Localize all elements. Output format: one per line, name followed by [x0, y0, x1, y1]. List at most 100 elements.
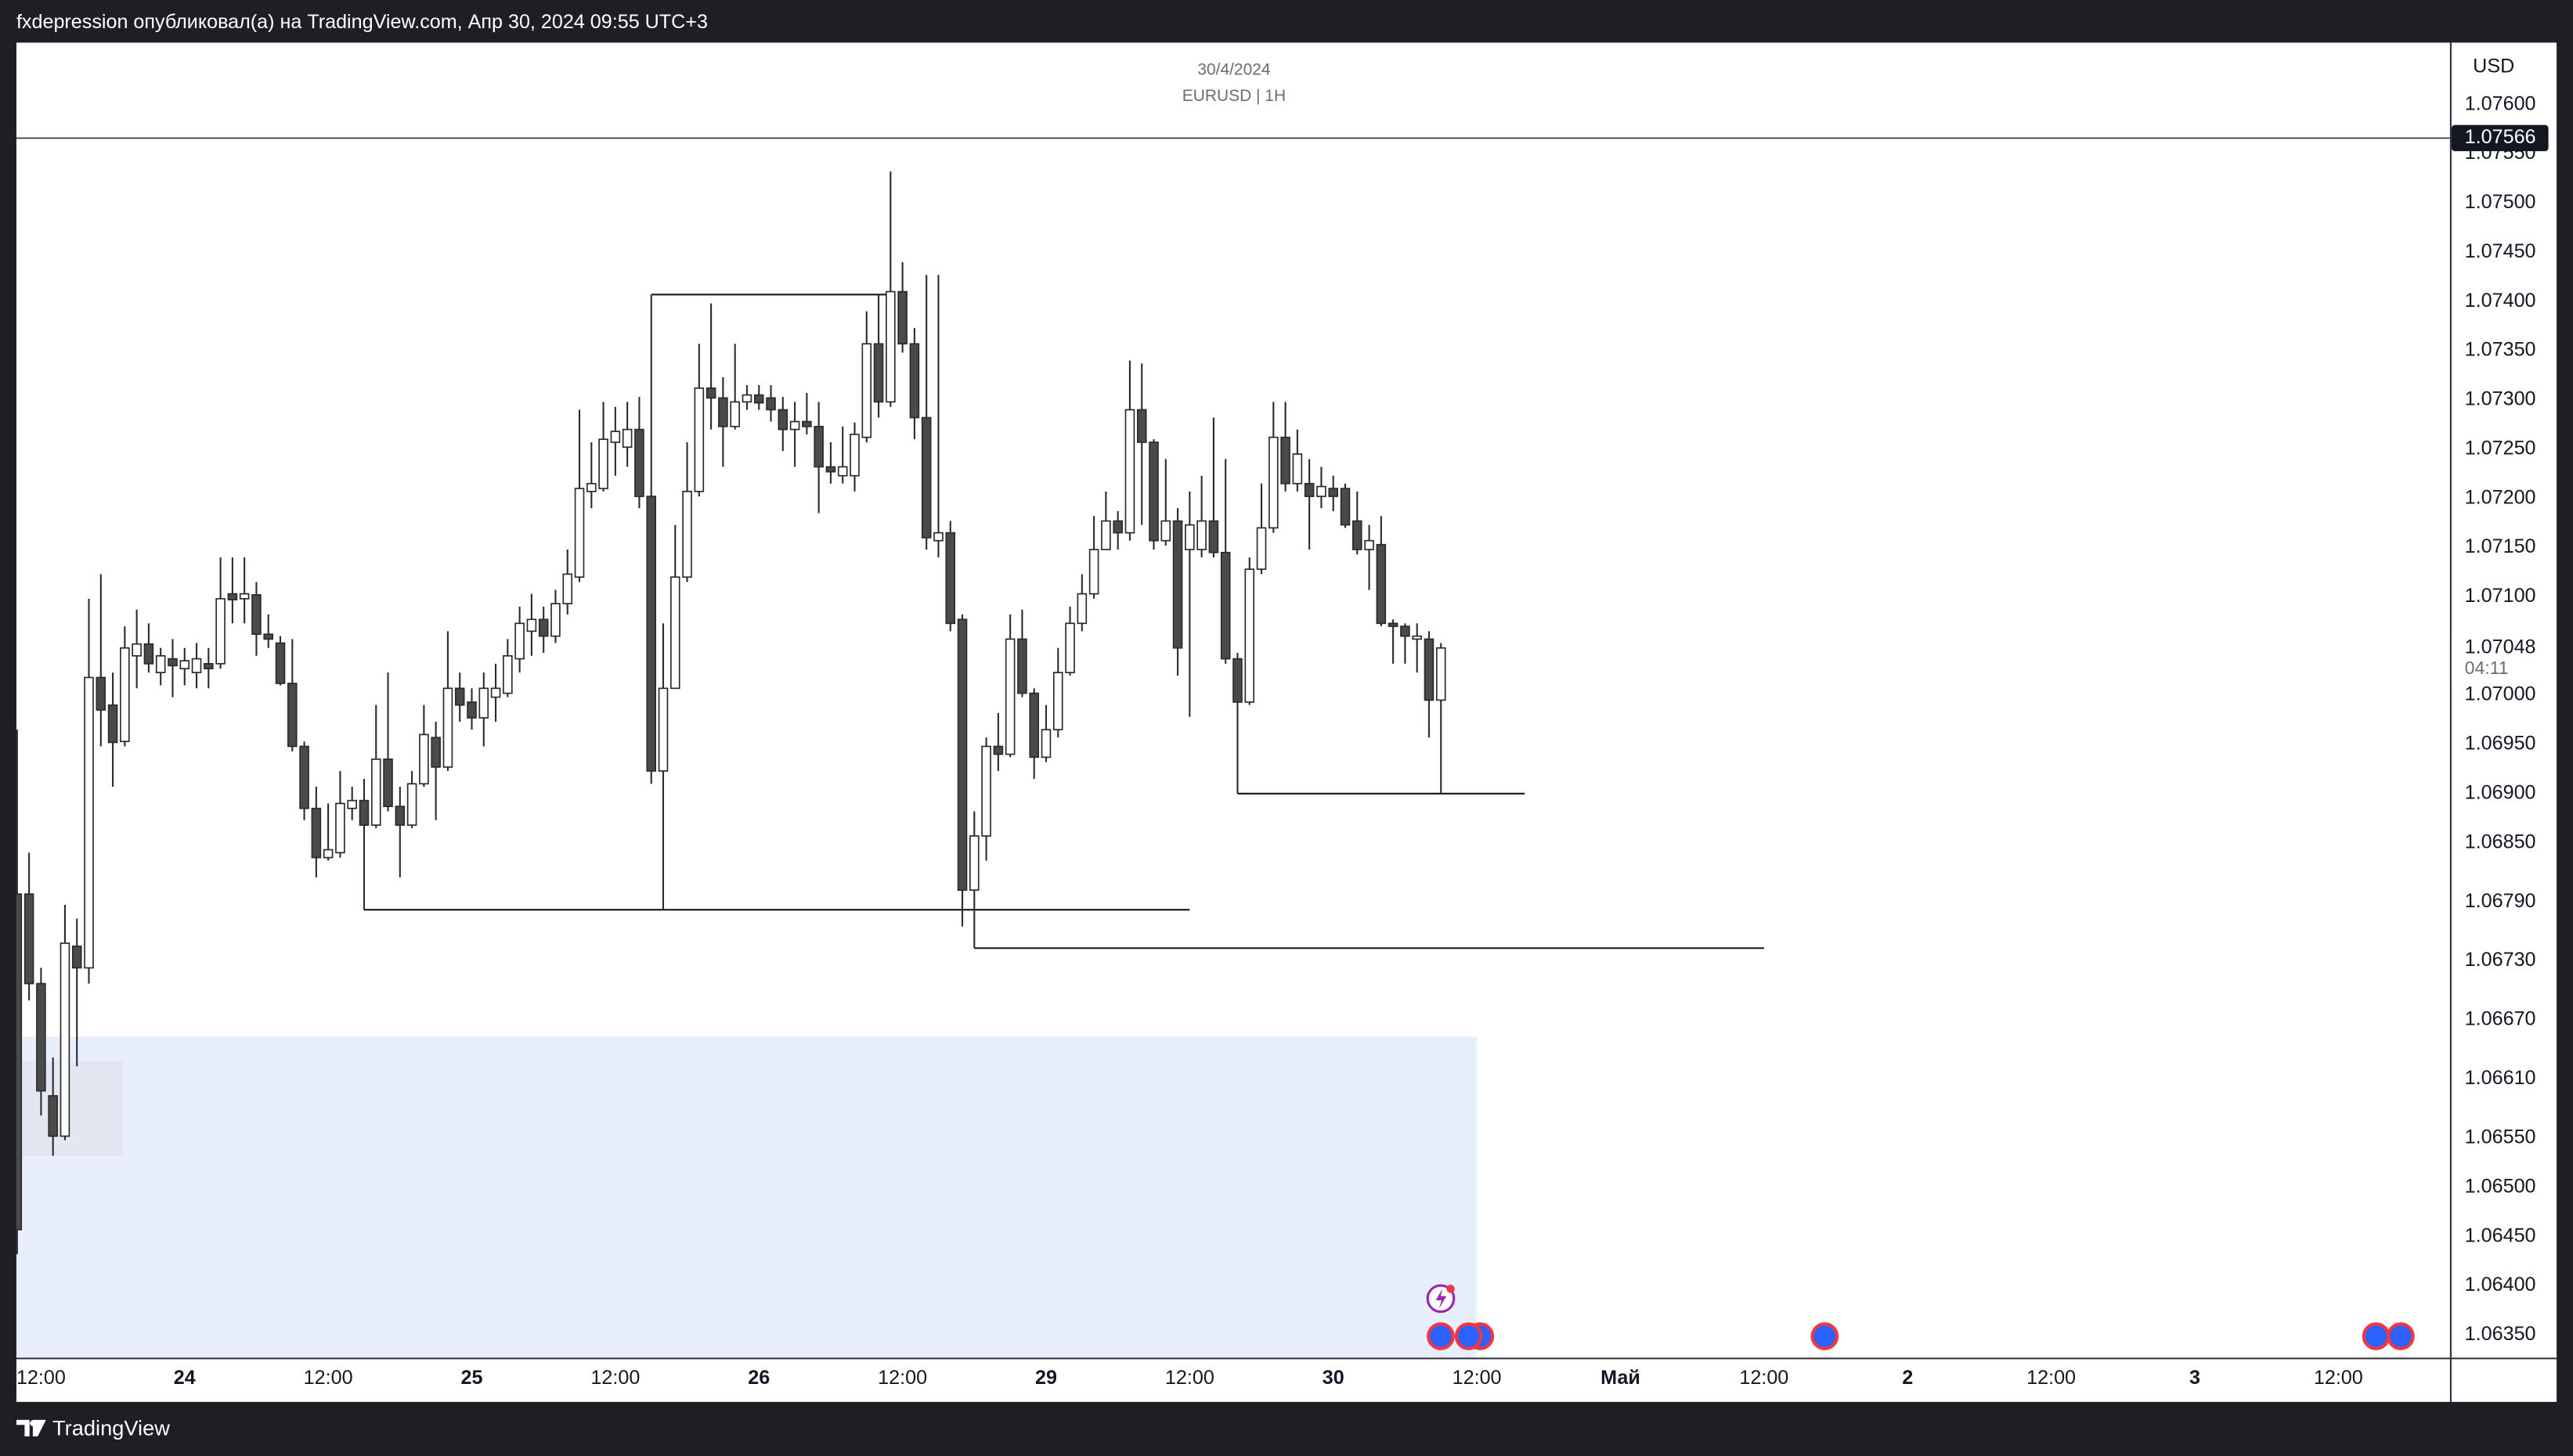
- candle-body: [1388, 622, 1398, 627]
- currency-label: USD: [2473, 56, 2514, 77]
- candle-body: [191, 658, 202, 674]
- candle-body: [562, 573, 573, 605]
- candle-body: [179, 660, 190, 669]
- logo-mark: [16, 1419, 46, 1436]
- y-tick-label: 1.06450: [2465, 1224, 2536, 1246]
- candle-body: [454, 687, 465, 706]
- y-tick-label: 1.06610: [2465, 1067, 2536, 1089]
- x-tick-label: 2: [1902, 1367, 1913, 1389]
- candle-body: [467, 701, 477, 719]
- candle-body: [718, 397, 728, 427]
- candle-body: [1256, 527, 1267, 570]
- candle-body: [36, 982, 46, 1092]
- candle-body: [1041, 729, 1052, 759]
- candle-body: [742, 394, 752, 403]
- candle-body: [96, 676, 106, 711]
- candle-body: [586, 482, 597, 492]
- candle-body: [155, 654, 166, 674]
- candle-body: [1185, 524, 1195, 550]
- y-tick-label: 1.07450: [2465, 240, 2536, 262]
- candle-body: [359, 799, 370, 826]
- candle-body: [215, 598, 226, 665]
- candle-body: [251, 594, 262, 635]
- candle-body: [1052, 672, 1063, 730]
- candle-body: [538, 618, 549, 637]
- logo-dot: [30, 1420, 36, 1426]
- candle-body: [1424, 638, 1434, 701]
- candle-body: [778, 409, 788, 431]
- x-tick-label: 30: [1323, 1367, 1344, 1389]
- candle-body: [442, 687, 453, 768]
- x-tick-label: 12:00: [1452, 1367, 1502, 1389]
- y-tick-label: 1.07400: [2465, 290, 2536, 312]
- candle-body: [837, 466, 848, 477]
- y-tick-label: 1.06500: [2465, 1175, 2536, 1197]
- candle-body: [610, 431, 621, 443]
- x-tick-label: 25: [461, 1367, 483, 1389]
- candle-body: [669, 576, 680, 690]
- candle-body: [263, 633, 274, 640]
- candle-body: [1088, 549, 1099, 595]
- y-tick-label: 1.07350: [2465, 339, 2536, 361]
- y-tick-label: 1.07100: [2465, 585, 2536, 607]
- candle-body: [1005, 638, 1016, 755]
- y-tick-label: 1.07500: [2465, 191, 2536, 213]
- x-tick-label: 12:00: [2314, 1367, 2363, 1389]
- y-tick-label: 1.07600: [2465, 92, 2536, 114]
- y-tick-label: 1.06790: [2465, 890, 2536, 912]
- candle-body: [204, 663, 214, 669]
- candle-body: [634, 428, 644, 497]
- x-tick-label: 12:00: [16, 1367, 66, 1389]
- candle-body: [1136, 409, 1147, 443]
- candle-body: [287, 683, 298, 748]
- header-text: fxdepression опубликовал(а) на TradingVi…: [16, 11, 708, 33]
- candle-body: [993, 745, 1004, 755]
- candle-body: [945, 532, 956, 625]
- candle-body: [48, 1095, 58, 1137]
- candle-body: [1400, 625, 1410, 637]
- y-tick-label: 1.07150: [2465, 535, 2536, 557]
- candle-body: [71, 945, 82, 969]
- y-tick-label: 1.07000: [2465, 683, 2536, 705]
- candle-body: [921, 416, 932, 539]
- plot-area: [16, 137, 2450, 1358]
- y-tick-label: 1.06950: [2465, 733, 2536, 755]
- candle-body: [981, 745, 991, 837]
- candle-body: [658, 687, 669, 772]
- x-tick-label: 3: [2189, 1367, 2200, 1389]
- event-flag: [1454, 1322, 1483, 1350]
- candle-body: [490, 687, 501, 698]
- candle-body: [419, 733, 429, 785]
- candle-body: [861, 343, 872, 438]
- x-tick-label: Май: [1600, 1367, 1640, 1389]
- candle-body: [168, 658, 178, 667]
- candle-body: [1292, 453, 1303, 485]
- candle-body: [814, 426, 824, 468]
- candle-body: [503, 654, 513, 694]
- x-tick-label: 26: [748, 1367, 770, 1389]
- candle-body: [694, 387, 705, 492]
- candle-body: [107, 704, 118, 744]
- candle-body: [1149, 441, 1159, 542]
- candle-body: [526, 618, 537, 632]
- candle-body: [802, 420, 812, 427]
- candle-body: [120, 647, 130, 743]
- x-tick-label: 12:00: [590, 1367, 640, 1389]
- candle-body: [335, 802, 345, 854]
- chart-subtitle: EURUSD | 1H: [1182, 87, 1286, 105]
- x-tick-label: 29: [1035, 1367, 1057, 1389]
- candle-body: [406, 783, 417, 826]
- candle-body: [1280, 436, 1290, 485]
- candle-body: [1268, 436, 1279, 529]
- y-tick-label: 1.06850: [2465, 831, 2536, 852]
- event-dot: [1446, 1285, 1455, 1293]
- candle-body: [969, 835, 980, 891]
- candle-body: [1435, 647, 1446, 701]
- candle-body: [933, 532, 944, 542]
- candle-body: [897, 290, 908, 345]
- hline-price-label: 1.07566: [2465, 126, 2536, 148]
- x-tick-label: 24: [174, 1367, 196, 1389]
- countdown-label: 04:11: [2465, 658, 2509, 678]
